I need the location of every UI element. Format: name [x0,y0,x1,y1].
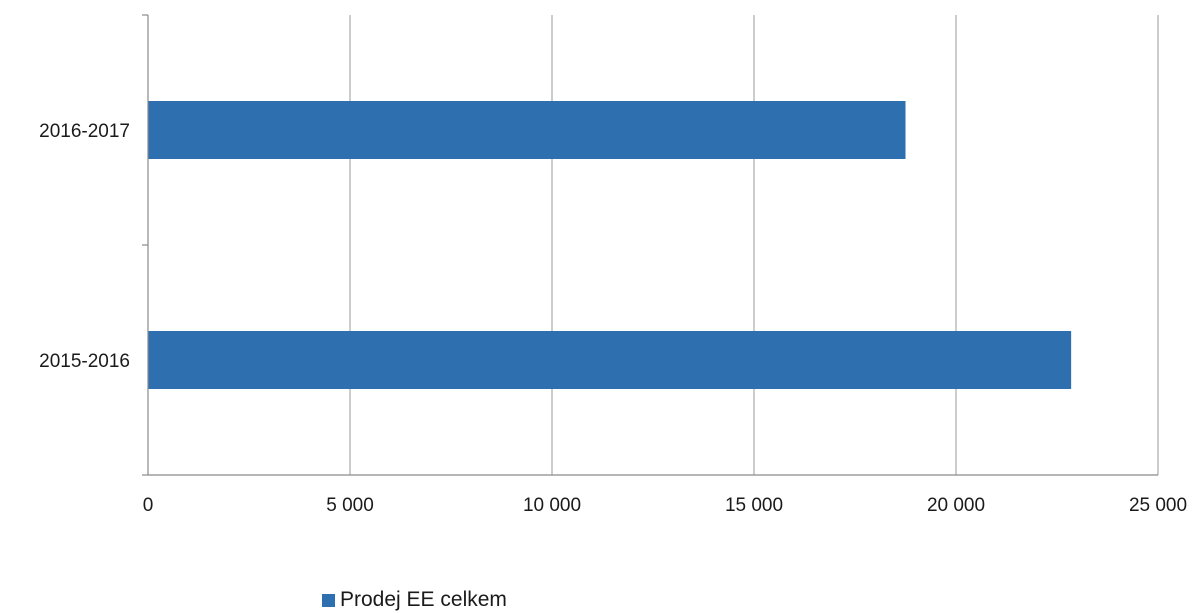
bar-2016-2017 [148,101,906,159]
legend-label: Prodej EE celkem [340,588,507,611]
x-tick-label: 25 000 [1129,495,1187,516]
x-tick-label: 0 [143,495,154,516]
x-axis-ticks: 0 5 000 10 000 15 000 20 000 25 000 [143,495,1187,516]
y-tick-label: 2015-2016 [39,351,130,372]
bar-chart: 0 5 000 10 000 15 000 20 000 25 000 2016-2017… [39,14,1187,516]
axes [142,14,1158,476]
bars [148,101,1072,389]
bar-2015-2016 [148,331,1072,389]
legend-swatch [322,593,335,607]
legend: Prodej EE celkem [322,588,507,612]
x-tick-label: 10 000 [523,495,581,516]
y-axis-ticks: 2016-2017 2015-2016 [39,121,130,372]
x-tick-label: 15 000 [725,495,783,516]
x-tick-label: 5 000 [326,495,374,516]
y-tick-label: 2016-2017 [39,121,130,142]
gridlines [349,15,1159,475]
x-tick-label: 20 000 [927,495,985,516]
